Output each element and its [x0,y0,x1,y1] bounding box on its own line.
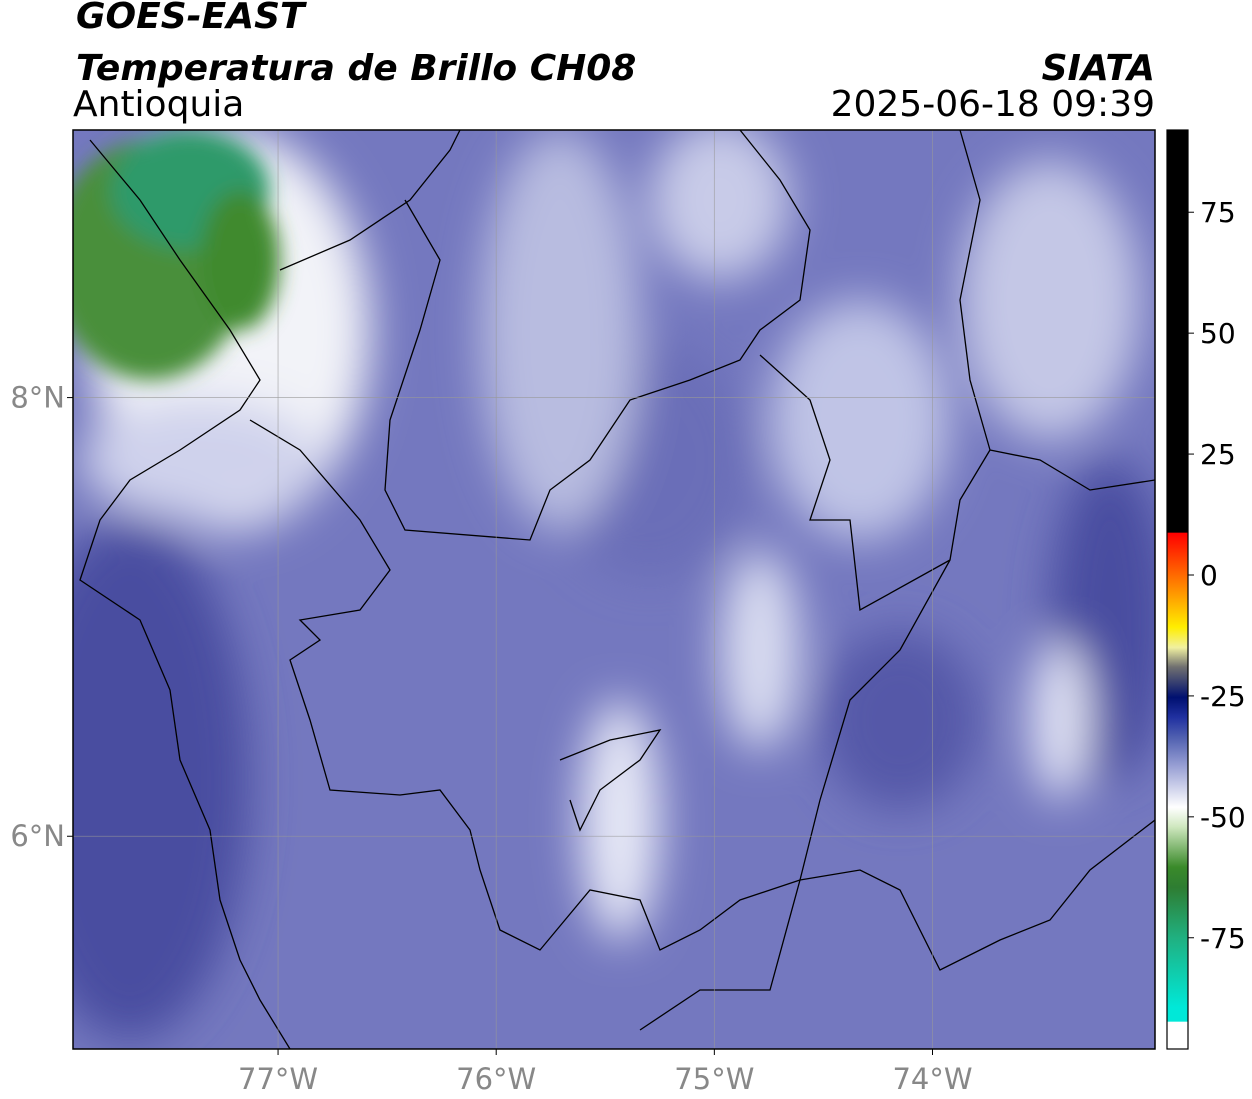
cold-cloud-area [73,130,280,380]
colorbar [1166,129,1189,1050]
colorbar-tick-label: -25 [1200,680,1246,713]
colorbar-tick-label: -75 [1200,922,1246,955]
x-tick-label: 76°W [456,1062,536,1096]
coastline [279,130,461,271]
colorbar-tick-label: 0 [1200,559,1218,592]
colorbar-tick-label: 50 [1200,317,1236,350]
department-border [989,449,1155,491]
colorbar-tick-label: 25 [1200,438,1236,471]
subtitle: Temperatura de Brillo CH08 [76,48,636,89]
coastline [79,139,291,1049]
x-tick-label: 75°W [674,1062,754,1096]
y-tick-label: 6°N [10,819,65,853]
colorbar-tick-label: -50 [1200,801,1246,834]
department-border [759,354,951,612]
department-border [559,729,662,832]
timestamp: 2025-06-18 09:39 [831,84,1155,125]
map-imagery [73,130,1155,1049]
department-border [799,819,1155,971]
department-border [639,879,801,1031]
borders [79,130,1155,1049]
source: SIATA [1042,48,1155,89]
grid [73,130,1155,1049]
y-tick-label: 8°N [10,381,65,415]
map-frame [72,129,1156,1050]
department-border [249,130,991,951]
title: GOES-EAST [76,0,307,37]
colorbar-tick-label: 75 [1200,196,1236,229]
region: Antioquia [73,84,244,125]
x-tick-label: 77°W [238,1062,318,1096]
department-border [384,130,811,541]
x-tick-label: 74°W [892,1062,972,1096]
